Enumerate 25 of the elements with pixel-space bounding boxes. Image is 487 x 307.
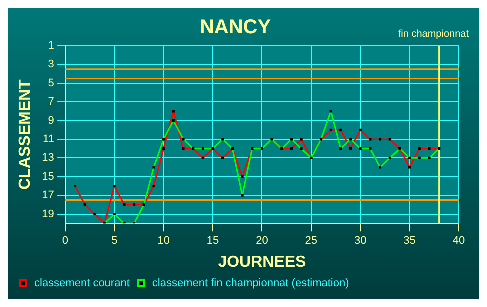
x-tick-label: 0 [62,235,68,248]
legend-label: classement courant [34,278,130,290]
y-axis-title: CLASSEMENT [17,79,34,190]
x-tick-label: 15 [206,235,220,248]
y-tick-label: 11 [43,134,54,146]
x-tick-label: 5 [112,235,118,248]
y-tick-label: 17 [42,190,54,202]
y-tick-label: 1 [48,40,54,52]
x-tick-label: 25 [305,235,318,248]
y-tick-label: 5 [48,77,54,90]
x-tick-label: 10 [158,235,170,248]
y-tick-label: 3 [48,58,54,71]
x-axis-title: JOURNEES [218,254,307,271]
chart-title: NANCY [200,16,272,39]
x-tick-label: 35 [404,235,416,248]
x-tick-label: 20 [256,235,268,248]
text: fin championnat [398,28,470,40]
x-tick-label: 40 [452,235,466,248]
y-tick-label: 13 [42,152,54,164]
x-tick-label: 30 [354,235,367,248]
y-tick-label: 15 [42,170,54,183]
legend-label: classement fin championnat (estimation) [152,278,350,290]
y-tick-label: 7 [48,96,54,108]
y-tick-label: 9 [48,114,54,127]
y-tick-label: 19 [42,208,54,220]
